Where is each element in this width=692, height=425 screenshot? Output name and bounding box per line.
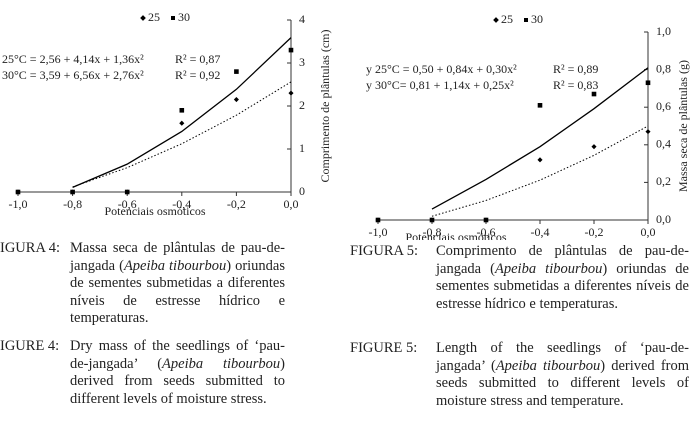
- y-tick-label: 1: [299, 141, 305, 155]
- y-tick-label: 2: [299, 98, 305, 112]
- point: [591, 91, 597, 97]
- point: [591, 144, 597, 150]
- caption-part: Dry mass of the seedlings of ‘pau-de-jan…: [70, 338, 285, 372]
- y-tick-label: 0,4: [656, 137, 671, 151]
- caption-part: ) derived from seeds submitted to differ…: [436, 357, 690, 409]
- equation: y 30°C= 0,81 + 1,14x + 0,25x²: [366, 78, 514, 92]
- x-tick-label: -0,8: [63, 197, 82, 211]
- caption-label: IGURE 4:: [0, 338, 60, 354]
- legend-marker: [524, 18, 528, 22]
- point: [537, 157, 543, 163]
- x-tick-label: -0,4: [172, 197, 191, 211]
- x-tick-label: -0,6: [118, 197, 137, 211]
- equation: 30°C = 3,59 + 6,56x + 2,76x²: [2, 68, 144, 82]
- point: [288, 47, 294, 53]
- point: [483, 217, 489, 223]
- caption-part: Apeiba tibourbou: [495, 260, 603, 277]
- point: [429, 217, 435, 223]
- x-tick-label: -0,2: [227, 197, 246, 211]
- x-axis-label: Potenciais osmóticos: [406, 230, 507, 240]
- caption-text: Massa seca de plântulas de pau-de-jangad…: [70, 240, 285, 328]
- y-tick-label: 0,2: [656, 174, 671, 188]
- legend-marker: [493, 17, 499, 23]
- point: [179, 120, 185, 126]
- point: [179, 108, 185, 113]
- point: [15, 189, 21, 195]
- y-tick-label: 4: [299, 12, 305, 26]
- caption-label: FIGURE 5:: [350, 340, 418, 356]
- caption-text: Length of the seedlings of ‘pau-de-janga…: [436, 340, 689, 410]
- caption-part: Massa seca de plântulas de pau-de-jangad…: [70, 240, 285, 274]
- x-tick-label: -0,8: [423, 225, 442, 239]
- point: [645, 129, 651, 135]
- x-tick-label: 0,0: [284, 197, 299, 211]
- caption-label: IGURA 4:: [0, 240, 61, 256]
- x-tick-label: 0,0: [641, 225, 656, 239]
- y-axis-label: Comprimento de plântulas (cm): [318, 30, 332, 183]
- y-tick-label: 0,0: [656, 212, 671, 226]
- y-tick-label: 1,0: [656, 24, 671, 38]
- fit-curve: [72, 37, 292, 188]
- caption-part: Length of the seedlings of ‘pau-de-janga…: [436, 340, 689, 374]
- point: [70, 189, 75, 195]
- x-tick-label: -0,2: [585, 225, 604, 239]
- caption-part: Apeiba tibourbou: [123, 257, 227, 274]
- legend-marker: [140, 15, 146, 21]
- equation: R² = 0,87: [175, 52, 220, 66]
- point: [234, 69, 239, 74]
- point: [233, 97, 239, 103]
- caption-part: Apeiba tibourbou: [162, 355, 281, 372]
- point: [375, 217, 381, 223]
- legend-label: 25: [501, 12, 513, 26]
- x-tick-label: -1,0: [369, 225, 388, 239]
- x-tick-label: -1,0: [9, 197, 28, 211]
- caption-text: Dry mass of the seedlings of ‘pau-de-jan…: [70, 338, 285, 408]
- legend-label: 30: [531, 12, 543, 26]
- caption-text: Comprimento de plântulas de pau-de-janga…: [436, 243, 689, 313]
- legend-label: 30: [178, 10, 190, 24]
- legend-marker: [171, 16, 175, 20]
- caption-part: ) oriundas de sementes submetidas a dife…: [70, 257, 286, 327]
- fit-curve: [431, 67, 649, 210]
- equation: y 25°C = 0,50 + 0,84x + 0,30x²: [366, 62, 517, 76]
- caption-part: Apeiba tibourbou: [495, 357, 601, 374]
- point: [288, 90, 294, 96]
- x-tick-label: -0,6: [477, 225, 496, 239]
- equation: 25°C = 2,56 + 4,14x + 1,36x²: [2, 52, 144, 66]
- x-tick-label: -0,4: [531, 225, 550, 239]
- equation: R² = 0,89: [553, 62, 598, 76]
- legend-label: 25: [148, 10, 160, 24]
- equation: R² = 0,83: [553, 78, 598, 92]
- y-tick-label: 0,6: [656, 99, 671, 113]
- caption-label: FIGURA 5:: [350, 243, 419, 259]
- caption-part: ) derived from seeds submitted to differ…: [70, 355, 285, 407]
- y-tick-label: 0: [299, 184, 305, 198]
- point: [124, 189, 130, 195]
- fit-curve: [431, 125, 649, 217]
- y-axis-label: Massa seca de plântulas (g): [676, 60, 690, 192]
- fit-curve: [72, 81, 292, 188]
- equation: R² = 0,92: [175, 68, 220, 82]
- caption-part: ) oriundas de sementes submetidas a dife…: [436, 260, 689, 312]
- caption-part: Comprimento de plântulas de pau-de-janga…: [436, 243, 689, 277]
- y-tick-label: 0,8: [656, 61, 671, 75]
- x-axis-label: Potenciais osmóticos: [105, 204, 206, 218]
- point: [645, 80, 651, 86]
- point: [537, 103, 543, 108]
- y-tick-label: 3: [299, 55, 305, 69]
